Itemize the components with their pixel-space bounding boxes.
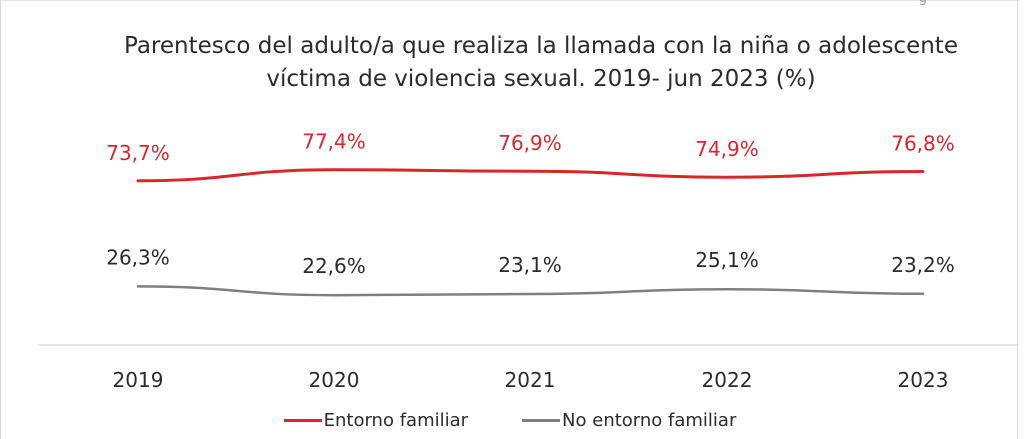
chart-legend: Entorno familiar No entorno familiar (1, 410, 1019, 431)
legend-swatch-entorno-familiar (283, 419, 322, 422)
x-tick-label-2023: 2023 (898, 368, 949, 392)
series-line-no-entorno-familiar (136, 285, 925, 297)
line-chart: 73,7% 77,4% 76,9% 74,9% 76,8% 26,3% 22,6% 23,1%… (38, 130, 1019, 392)
series-line-entorno-familiar (136, 168, 925, 183)
data-label-entorno-familiar-2019: 73,7% (106, 141, 170, 165)
data-label-no-entorno-familiar-2020: 22,6% (302, 254, 366, 278)
x-tick-label-2020: 2020 (309, 368, 360, 392)
chart-title-line-2: víctima de violencia sexual. 2019- jun 2… (266, 66, 816, 92)
data-label-no-entorno-familiar-2023: 23,2% (891, 253, 955, 277)
legend-item-no-entorno-familiar: No entorno familiar (522, 410, 736, 431)
top-rule (1, 0, 1019, 1)
data-label-no-entorno-familiar-2022: 25,1% (695, 248, 759, 272)
data-label-no-entorno-familiar-2021: 23,1% (498, 253, 562, 277)
legend-swatch-no-entorno-familiar (522, 419, 561, 422)
data-label-entorno-familiar-2023: 76,8% (891, 132, 955, 156)
data-label-entorno-familiar-2021: 76,9% (498, 131, 562, 155)
legend-label-no-entorno-familiar: No entorno familiar (562, 410, 737, 431)
chart-title: Parentesco del adulto/a que realiza la l… (101, 30, 981, 96)
x-tick-label-2022: 2022 (702, 368, 753, 392)
x-tick-label-2019: 2019 (113, 368, 164, 392)
chart-title-line-1: Parentesco del adulto/a que realiza la l… (124, 33, 958, 59)
data-label-entorno-familiar-2022: 74,9% (695, 137, 759, 161)
data-label-entorno-familiar-2020: 77,4% (302, 130, 366, 154)
x-tick-label-2021: 2021 (505, 368, 556, 392)
header-fragment: g (919, 0, 927, 6)
legend-label-entorno-familiar: Entorno familiar (323, 410, 469, 431)
legend-item-entorno-familiar: Entorno familiar (283, 410, 469, 431)
data-label-no-entorno-familiar-2019: 26,3% (106, 245, 170, 269)
